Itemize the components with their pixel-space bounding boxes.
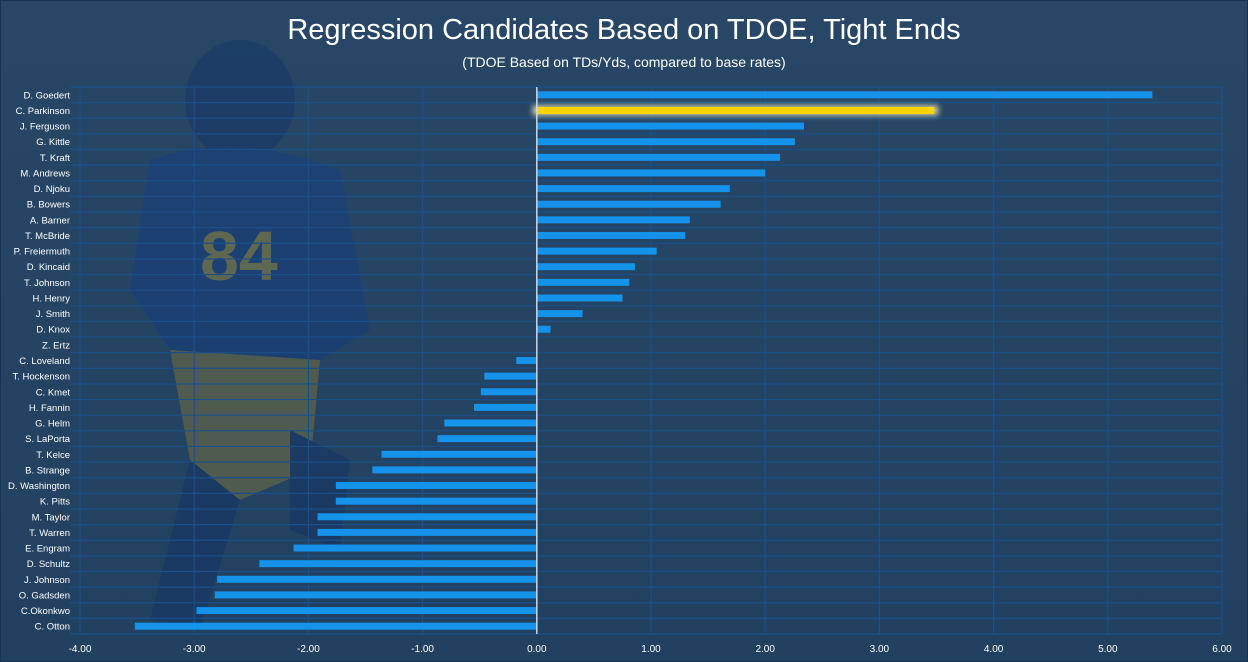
category-label: H. Henry [33,293,71,304]
bar-t-kraft [536,153,781,161]
bar-s-laporta [437,435,537,443]
category-label: G. Helm [35,419,70,430]
x-tick-label: 4.00 [984,644,1004,655]
category-label: A. Barner [30,215,70,226]
bar-d-njoku [536,185,730,193]
bar-d-goedert [536,91,1153,99]
category-label: Z. Ertz [42,340,70,351]
category-label: P. Freiermuth [14,247,70,258]
category-label: H. Fannin [29,403,70,414]
bar-j-smith [536,310,583,318]
category-label: T. Hockenson [12,372,70,383]
category-label: M. Taylor [32,512,70,523]
category-label: C. Kmet [36,387,71,398]
bar-m-taylor [317,513,537,521]
x-tick-label: -4.00 [69,644,92,655]
bar-d-washington [335,482,537,490]
x-tick-label: 1.00 [641,644,661,655]
bar-m-andrews [536,169,766,177]
category-label: D. Kincaid [27,262,70,273]
category-label: T. Kraft [40,153,70,164]
bar-c-otton [134,622,537,630]
category-label: C. Otton [35,622,70,633]
bar-d-kincaid [536,263,636,271]
bar-t-kelce [381,450,537,458]
bar-c-parkinson [536,106,935,114]
category-label: T. Johnson [24,278,70,289]
x-tick-label: 3.00 [870,644,890,655]
category-label: D. Schultz [27,559,71,570]
category-label: C. Parkinson [16,106,70,117]
bar-c-loveland [516,357,537,364]
category-label: G. Kittle [36,137,70,148]
bar-e-engram [293,544,537,552]
category-label: T. Kelce [36,450,70,461]
bar-j-ferguson [536,122,805,130]
category-label: D. Njoku [34,184,70,195]
bar-k-pitts [335,497,537,505]
category-label: K. Pitts [40,497,70,508]
category-label: O. Gadsden [19,590,70,601]
bar-g-kittle [536,138,795,146]
category-label: D. Knox [36,325,70,336]
bar-j-johnson [217,575,537,583]
bar-o-gadsden [214,591,537,599]
bar-t-mcbride [536,231,686,239]
x-tick-label: -2.00 [297,644,320,655]
bar-t-johnson [536,278,630,286]
x-tick-label: -3.00 [183,644,206,655]
category-label: S. LaPorta [25,434,71,445]
bar-c-okonkwo [196,607,537,615]
category-label: C. Loveland [19,356,70,367]
category-label: J. Ferguson [20,122,70,133]
chart-subtitle: (TDOE Based on TDs/Yds, compared to base… [462,54,786,70]
bar-g-helm [444,419,537,427]
bar-h-henry [536,294,623,302]
bar-p-freiermuth [536,247,657,255]
x-tick-label: 2.00 [755,644,775,655]
category-label: C.Okonkwo [21,606,70,617]
chart-title: Regression Candidates Based on TDOE, Tig… [287,14,961,46]
category-label: J. Smith [36,309,70,320]
bar-h-fannin [473,403,537,411]
category-label: E. Engram [25,544,70,555]
category-label: M. Andrews [20,168,70,179]
bar-b-bowers [536,200,721,208]
category-label: B. Strange [25,465,70,476]
bar-t-hockenson [484,372,537,380]
category-label: J. Johnson [24,575,70,586]
svg-text:84: 84 [200,217,278,295]
x-tick-label: 0.00 [527,644,547,655]
category-label: B. Bowers [27,200,71,211]
bar-a-barner [536,216,690,224]
category-label: D. Goedert [24,90,71,101]
bar-c-kmet [480,388,537,396]
x-tick-label: 6.00 [1212,644,1232,655]
bar-t-warren [317,528,537,536]
category-label: T. McBride [25,231,70,242]
bar-d-knox [536,325,551,333]
bar-d-schultz [259,560,537,568]
x-tick-label: 5.00 [1098,644,1118,655]
x-tick-label: -1.00 [411,644,434,655]
category-label: D. Washington [8,481,70,492]
category-label: T. Warren [29,528,70,539]
bar-b-strange [372,466,537,474]
